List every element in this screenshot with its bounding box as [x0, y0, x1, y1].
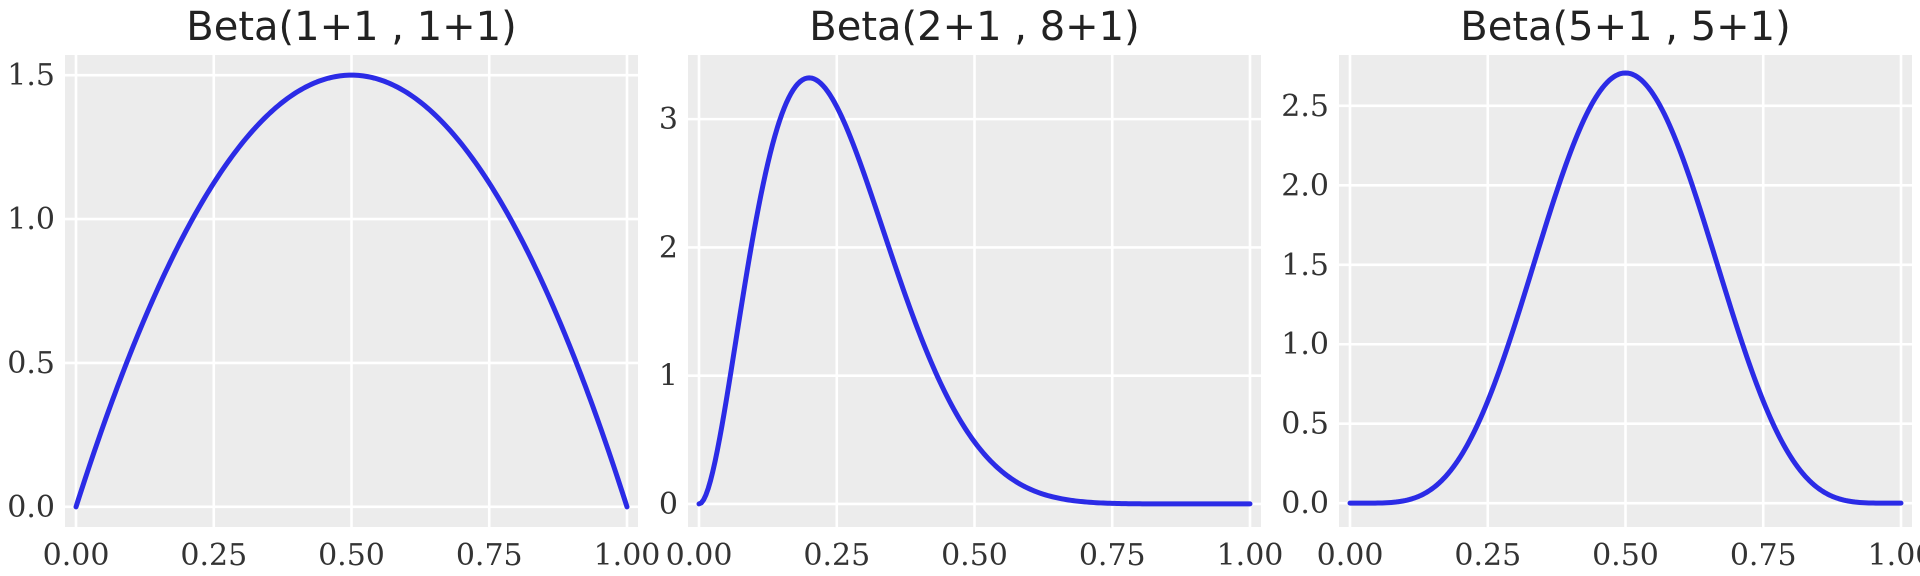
- x-tick-label: 0.25: [1454, 538, 1521, 573]
- x-tick-label: 0.75: [456, 538, 523, 573]
- density-line: [696, 75, 1253, 507]
- y-tick-label: 0.0: [1281, 486, 1329, 521]
- y-tick-label: 1: [659, 359, 678, 394]
- x-tick-label: 1.00: [1217, 538, 1284, 573]
- x-tick-label: 0.00: [1317, 538, 1384, 573]
- x-tick-label: 0.25: [803, 538, 870, 573]
- y-tick-label: 1.0: [7, 202, 55, 237]
- x-tick-label: 0.50: [941, 538, 1008, 573]
- y-tick-label: 1.5: [1281, 248, 1329, 283]
- y-tick-label: 0: [659, 487, 678, 522]
- y-tick-label: 0.0: [7, 490, 55, 525]
- x-tick-label: 0.00: [666, 538, 733, 573]
- y-tick-label: 0.5: [1281, 407, 1329, 442]
- x-tick-label: 0.50: [1592, 538, 1659, 573]
- subplot-title: Beta(5+1 , 5+1): [1460, 4, 1790, 50]
- x-tick-label: 0.25: [180, 538, 247, 573]
- x-tick-label: 0.75: [1079, 538, 1146, 573]
- subplot-beta-2-8: Beta(2+1 , 8+1) 0.00 0.25 0.50 0.75 1.00 0 1 2 3: [659, 4, 1283, 573]
- x-tick-label: 0.50: [318, 538, 385, 573]
- subplot-beta-5-5: Beta(5+1 , 5+1) 0.00 0.25 0.50 0.75 1.00 0.0 0…: [1281, 4, 1920, 573]
- subplot-beta-1-1: Beta(1+1 , 1+1) 0.00 0.25 0.50 0.75 1.00 0.0 0…: [7, 4, 660, 573]
- x-tick-label: 0.00: [43, 538, 110, 573]
- density-line: [73, 72, 630, 510]
- y-tick-label: 3: [659, 102, 678, 137]
- subplot-title: Beta(1+1 , 1+1): [186, 4, 516, 50]
- y-tick-label: 1.0: [1281, 327, 1329, 362]
- x-tick-label: 0.75: [1730, 538, 1797, 573]
- y-tick-label: 2: [659, 230, 678, 265]
- y-tick-label: 2.5: [1281, 89, 1329, 124]
- density-line: [1347, 70, 1904, 506]
- subplot-title: Beta(2+1 , 8+1): [809, 4, 1139, 50]
- y-tick-label: 2.0: [1281, 168, 1329, 203]
- x-tick-label: 1.00: [594, 538, 661, 573]
- y-tick-label: 0.5: [7, 346, 55, 381]
- x-tick-label: 1.00: [1868, 538, 1920, 573]
- y-tick-label: 1.5: [7, 58, 55, 93]
